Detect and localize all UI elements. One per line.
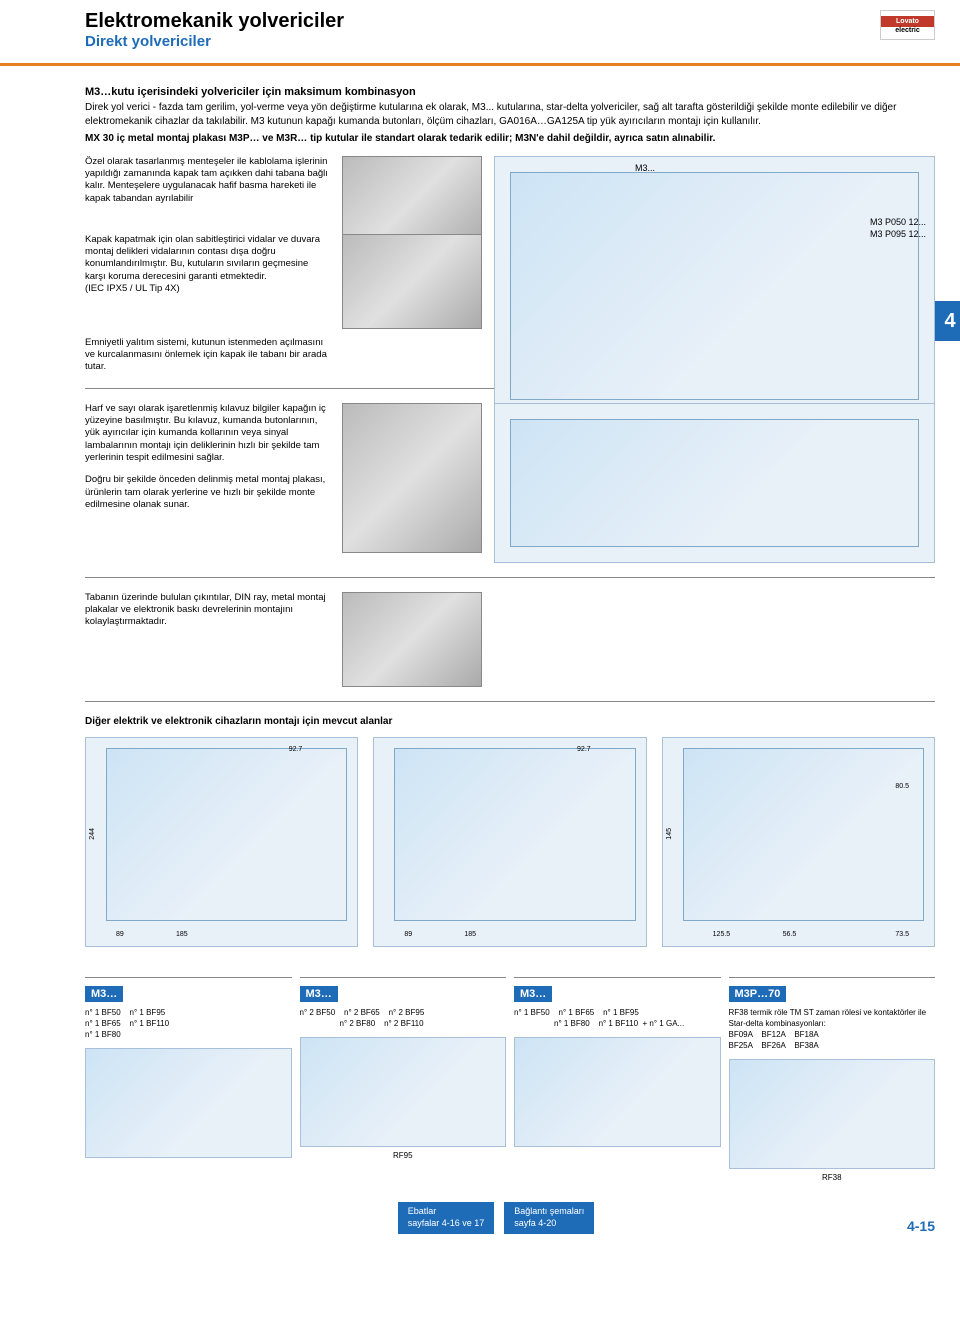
dima-l: 89 [116,931,124,938]
col4-img [729,1059,936,1169]
col1-head: M3… [85,986,123,1002]
col-2: M3… n° 2 BF50 n° 2 BF65 n° 2 BF95 n° 2 B… [300,977,507,1183]
brand-logo: Lovato electric [880,10,935,40]
feature-text-1: Özel olarak tasarlanmış menteşeler ile k… [85,156,330,205]
footer-tab-2: Bağlantı şemaları sayfa 4-20 [504,1202,594,1233]
dimc-w2: 125.5 [713,931,731,938]
feature-text-2: Kapak kapatmak için olan sabitleştirici … [85,234,330,296]
col4-l0: RF38 termik röle TM ST zaman rölesi ve k… [729,1007,936,1029]
photo-guide [342,403,482,553]
page-title: Elektromekanik yolvericiler [85,10,940,33]
col4-head: M3P…70 [729,986,787,1002]
dim-diagram-a: 92.7 244 185 89 [85,737,358,947]
col3-l0: n° 1 BF50 n° 1 BF65 n° 1 BF95 [514,1007,721,1018]
dima-w2: 185 [176,931,188,938]
page-subtitle: Direkt yolvericiler [85,33,940,50]
dima-h: 244 [89,828,96,840]
divider-3 [85,701,935,702]
diagram-label-p095: M3 P095 12... [870,229,926,239]
col2-rf: RF95 [300,1151,507,1160]
dimb-w1: 92.7 [577,746,591,753]
logo-bot: electric [895,27,920,34]
dim-diagram-b: 92.7 185 89 [373,737,646,947]
col1-img [85,1048,292,1158]
footer-tab-1: Ebatlar sayfalar 4-16 ve 17 [398,1202,495,1233]
col4-rf: RF38 [729,1173,936,1182]
col2-img [300,1037,507,1147]
col1-l0: n° 1 BF50 n° 1 BF95 [85,1007,292,1018]
feature-text-5: Doğru bir şekilde önceden delinmiş metal… [85,474,330,511]
feature-text-4: Harf ve sayı olarak işaretlenmiş kılavuz… [85,403,330,465]
dim-section-title: Diğer elektrik ve elektronik cihazların … [85,716,935,727]
col1-l2: n° 1 BF80 [85,1029,292,1040]
dimb-w2: 185 [464,931,476,938]
feature-text-3: Emniyetli yalıtım sistemi, kutunun isten… [85,337,330,374]
foot2-l1: Bağlantı şemaları [514,1206,584,1218]
col-1: M3… n° 1 BF50 n° 1 BF95 n° 1 BF65 n° 1 B… [85,977,292,1183]
diagram-lid [494,403,935,563]
header-divider [0,63,960,66]
col2-l0: n° 2 BF50 n° 2 BF65 n° 2 BF95 [300,1007,507,1018]
dimc-r: 73.5 [895,931,909,938]
section-tab: 4 [935,301,960,341]
col3-l1: n° 1 BF80 n° 1 BF110 + n° 1 GA... [514,1018,721,1029]
col2-head: M3… [300,986,338,1002]
dimc-h: 145 [666,828,673,840]
intro-p1: Direk yol verici - fazda tam gerilim, yo… [85,101,935,128]
logo-top: Lovato [881,16,934,27]
foot2-l2: sayfa 4-20 [514,1218,584,1230]
intro-p2: MX 30 iç metal montaj plakası M3P… ve M3… [85,132,935,146]
col2-l1: n° 2 BF80 n° 2 BF110 [300,1018,507,1029]
foot1-l1: Ebatlar [408,1206,485,1218]
col-3: M3… n° 1 BF50 n° 1 BF65 n° 1 BF95 n° 1 B… [514,977,721,1183]
col4-l2: BF25A BF26A BF38A [729,1040,936,1051]
dimc-h2: 56.5 [783,931,797,938]
col-4: M3P…70 RF38 termik röle TM ST zaman röle… [729,977,936,1183]
col3-head: M3… [514,986,552,1002]
dim-diagram-c: 80.5 125.5 145 56.5 73.5 [662,737,935,947]
feature-text-6: Tabanın üzerinde bululan çıkıntılar, DIN… [85,592,330,629]
photo-dinrail [342,592,482,687]
foot1-l2: sayfalar 4-16 ve 17 [408,1218,485,1230]
intro-heading: M3…kutu içerisindeki yolvericiler için m… [85,86,935,98]
diagram-label-m3: M3... [635,163,655,173]
divider-2 [85,577,935,578]
dimc-w1: 80.5 [895,783,909,790]
page-header: Elektromekanik yolvericiler Direkt yolve… [0,0,960,55]
col3-img [514,1037,721,1147]
dimb-l: 89 [404,931,412,938]
diagram-label-p050: M3 P050 12... [870,217,926,227]
page-footer: Ebatlar sayfalar 4-16 ve 17 Bağlantı şem… [0,1182,960,1248]
col1-l1: n° 1 BF65 n° 1 BF110 [85,1018,292,1029]
photo-screws [342,234,482,329]
diagram-enclosure: M3... M3 P050 12... M3 P095 12... [494,156,935,416]
page-number: 4-15 [907,1218,935,1234]
col4-l1: BF09A BF12A BF18A [729,1029,936,1040]
bottom-columns: M3… n° 1 BF50 n° 1 BF95 n° 1 BF65 n° 1 B… [85,977,935,1183]
dima-w1: 92.7 [289,746,303,753]
